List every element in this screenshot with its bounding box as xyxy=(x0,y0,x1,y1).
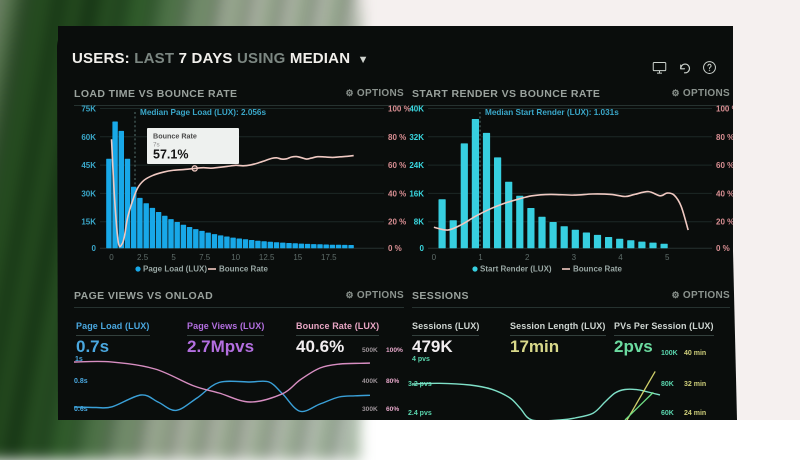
svg-text:60K: 60K xyxy=(81,133,96,142)
svg-text:400K: 400K xyxy=(362,378,378,385)
svg-text:500K: 500K xyxy=(362,347,378,354)
svg-text:5: 5 xyxy=(171,253,176,262)
svg-text:Page Load (LUX): Page Load (LUX) xyxy=(143,265,207,274)
svg-text:60%: 60% xyxy=(386,406,399,413)
svg-text:57.1%: 57.1% xyxy=(153,148,188,162)
svg-text:32 min: 32 min xyxy=(684,381,706,388)
svg-text:3.2 pvs: 3.2 pvs xyxy=(408,381,432,388)
svg-text:20 %: 20 % xyxy=(716,218,733,227)
svg-text:Bounce Rate: Bounce Rate xyxy=(573,265,622,274)
svg-text:10: 10 xyxy=(231,253,240,262)
svg-text:80%: 80% xyxy=(386,378,399,385)
svg-text:100K: 100K xyxy=(661,350,678,357)
svg-text:16K: 16K xyxy=(409,189,424,198)
svg-text:24 min: 24 min xyxy=(684,410,706,417)
svg-text:60K: 60K xyxy=(661,410,674,417)
svg-text:0.8s: 0.8s xyxy=(74,378,88,385)
svg-text:5: 5 xyxy=(665,253,670,262)
svg-text:0: 0 xyxy=(92,244,97,253)
svg-text:45K: 45K xyxy=(81,161,96,170)
svg-text:32K: 32K xyxy=(409,133,424,142)
svg-text:2: 2 xyxy=(525,253,530,262)
svg-text:40 %: 40 % xyxy=(388,189,406,198)
svg-text:Start Render (LUX): Start Render (LUX) xyxy=(480,265,552,274)
svg-text:20 %: 20 % xyxy=(388,218,406,227)
svg-text:4: 4 xyxy=(618,253,623,262)
svg-text:7.5: 7.5 xyxy=(199,253,211,262)
svg-text:0 %: 0 % xyxy=(388,244,402,253)
svg-text:1: 1 xyxy=(478,253,483,262)
svg-text:0 %: 0 % xyxy=(716,244,730,253)
svg-text:17.5: 17.5 xyxy=(321,253,337,262)
svg-text:80K: 80K xyxy=(661,381,674,388)
svg-text:40 min: 40 min xyxy=(684,350,706,357)
svg-text:0: 0 xyxy=(420,244,425,253)
svg-text:80 %: 80 % xyxy=(716,133,733,142)
svg-text:300K: 300K xyxy=(362,406,378,413)
svg-text:2.4 pvs: 2.4 pvs xyxy=(408,410,432,417)
svg-text:80 %: 80 % xyxy=(388,133,406,142)
svg-text:24K: 24K xyxy=(409,161,424,170)
svg-text:Median Page Load (LUX): 2.056s: Median Page Load (LUX): 2.056s xyxy=(140,108,266,117)
svg-text:3: 3 xyxy=(572,253,577,262)
svg-text:100 %: 100 % xyxy=(388,105,411,114)
svg-text:4 pvs: 4 pvs xyxy=(412,356,430,363)
svg-text:15K: 15K xyxy=(81,218,96,227)
svg-text:2.5: 2.5 xyxy=(137,253,149,262)
svg-text:75K: 75K xyxy=(81,105,96,114)
svg-text:40 %: 40 % xyxy=(716,189,733,198)
svg-text:100%: 100% xyxy=(386,347,403,354)
svg-text:Bounce Rate: Bounce Rate xyxy=(153,132,197,141)
svg-text:60 %: 60 % xyxy=(716,161,733,170)
svg-text:12.5: 12.5 xyxy=(259,253,275,262)
svg-text:15: 15 xyxy=(293,253,302,262)
svg-text:0: 0 xyxy=(432,253,437,262)
svg-text:60 %: 60 % xyxy=(388,161,406,170)
svg-text:30K: 30K xyxy=(81,189,96,198)
svg-text:40K: 40K xyxy=(409,105,424,114)
svg-text:0: 0 xyxy=(109,253,114,262)
svg-text:Median Start Render (LUX): 1.0: Median Start Render (LUX): 1.031s xyxy=(485,108,619,117)
svg-text:8K: 8K xyxy=(414,218,424,227)
svg-text:Bounce Rate: Bounce Rate xyxy=(219,265,268,274)
svg-text:100 %: 100 % xyxy=(716,105,733,114)
